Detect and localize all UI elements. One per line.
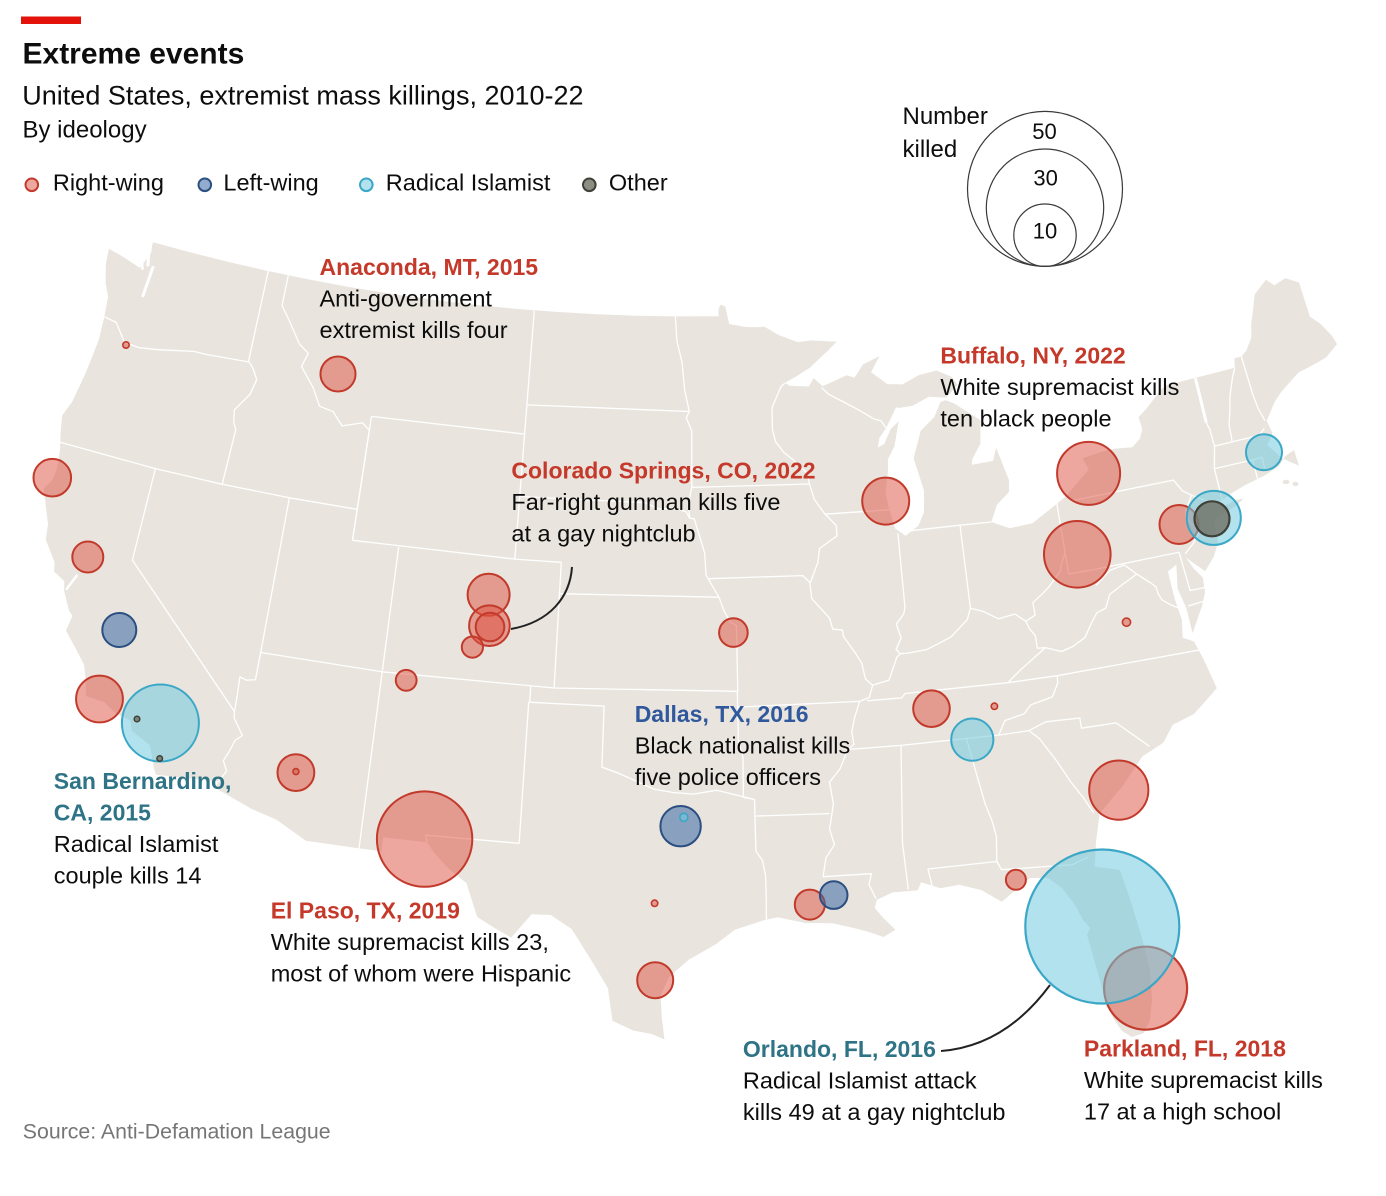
svg-text:ten black people: ten black people: [940, 406, 1111, 432]
svg-text:Radical Islamist: Radical Islamist: [386, 170, 551, 196]
svg-text:kills 49 at a gay nightclub: kills 49 at a gay nightclub: [743, 1099, 1006, 1125]
svg-text:Anti-government: Anti-government: [320, 286, 493, 312]
svg-text:50: 50: [1032, 119, 1056, 144]
svg-text:Dallas, TX, 2016: Dallas, TX, 2016: [635, 701, 809, 727]
svg-text:Left-wing: Left-wing: [223, 170, 318, 196]
svg-text:Number: Number: [903, 103, 988, 130]
svg-text:Radical Islamist attack: Radical Islamist attack: [743, 1067, 977, 1093]
svg-text:Buffalo, NY, 2022: Buffalo, NY, 2022: [940, 343, 1125, 369]
svg-text:most of whom were Hispanic: most of whom were Hispanic: [271, 960, 572, 986]
svg-text:extremist kills four: extremist kills four: [320, 317, 508, 343]
svg-text:Parkland, FL, 2018: Parkland, FL, 2018: [1084, 1036, 1286, 1062]
svg-text:CA, 2015: CA, 2015: [54, 799, 151, 825]
svg-text:17 at a high school: 17 at a high school: [1084, 1099, 1281, 1125]
svg-text:United States, extremist mass: United States, extremist mass killings, …: [22, 81, 583, 111]
svg-text:San Bernardino,: San Bernardino,: [54, 768, 232, 794]
svg-text:at a gay nightclub: at a gay nightclub: [511, 520, 695, 546]
svg-text:Far-right gunman kills five: Far-right gunman kills five: [511, 489, 780, 515]
svg-text:Orlando, FL, 2016: Orlando, FL, 2016: [743, 1036, 936, 1062]
svg-text:Anaconda, MT, 2015: Anaconda, MT, 2015: [320, 254, 539, 280]
svg-text:30: 30: [1033, 166, 1057, 191]
svg-text:White supremacist kills: White supremacist kills: [1084, 1067, 1323, 1093]
svg-text:Right-wing: Right-wing: [53, 170, 164, 196]
svg-text:By ideology: By ideology: [23, 116, 147, 143]
svg-text:El Paso, TX, 2019: El Paso, TX, 2019: [271, 897, 460, 923]
svg-text:Other: Other: [609, 170, 668, 196]
svg-text:five police officers: five police officers: [635, 764, 821, 790]
svg-text:killed: killed: [903, 136, 958, 163]
svg-text:Radical Islamist: Radical Islamist: [54, 831, 219, 857]
svg-text:Colorado Springs, CO, 2022: Colorado Springs, CO, 2022: [511, 457, 815, 483]
svg-text:White supremacist kills 23,: White supremacist kills 23,: [271, 929, 549, 955]
svg-text:Black nationalist kills: Black nationalist kills: [635, 732, 851, 758]
svg-text:10: 10: [1033, 219, 1057, 244]
svg-text:White supremacist kills: White supremacist kills: [940, 374, 1179, 400]
svg-text:couple kills 14: couple kills 14: [54, 862, 202, 888]
svg-text:Source: Anti-Defamation League: Source: Anti-Defamation League: [23, 1120, 331, 1144]
svg-text:Extreme events: Extreme events: [23, 37, 245, 70]
